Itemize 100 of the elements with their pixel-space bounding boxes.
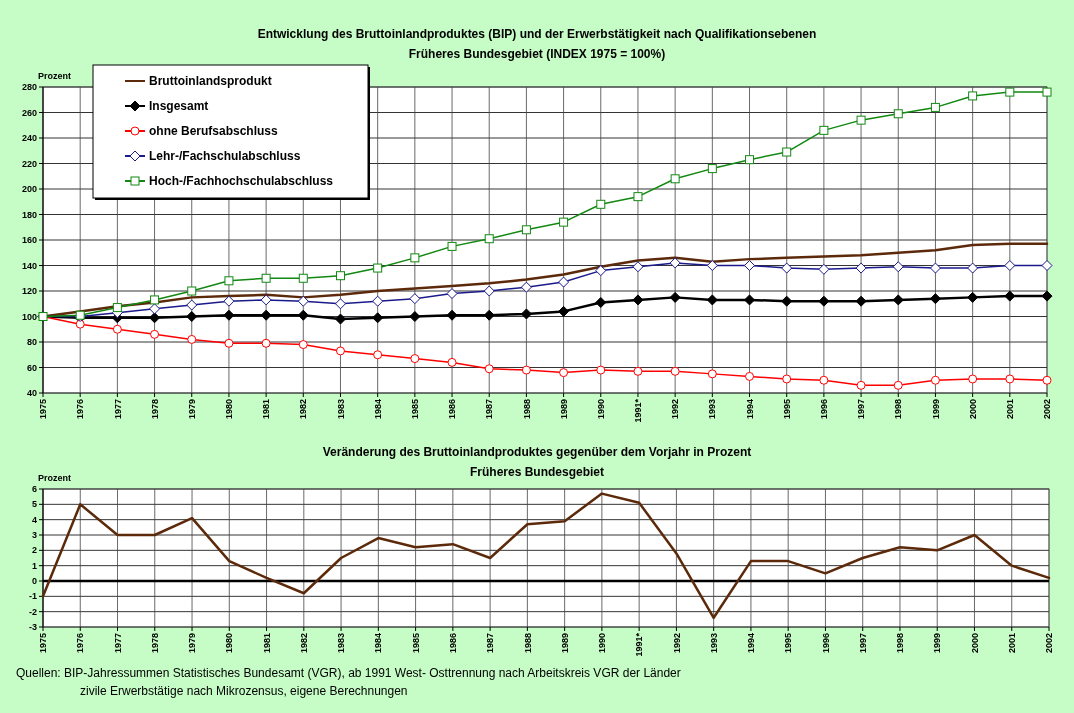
- x-tick-label: 1994: [746, 633, 757, 654]
- point: [744, 260, 756, 271]
- point: [893, 109, 903, 119]
- point: [334, 298, 346, 310]
- y-tick-label: 280: [21, 82, 37, 93]
- point: [856, 380, 866, 390]
- point: [112, 324, 122, 334]
- point: [1005, 87, 1015, 97]
- point: [930, 102, 940, 112]
- x-tick-label: 1977: [112, 633, 123, 654]
- x-tick-label: 1981: [261, 633, 272, 654]
- x-tick-label: 1998: [893, 399, 904, 420]
- x-tick-label: 1978: [149, 399, 160, 420]
- point: [967, 262, 979, 274]
- point: [1004, 260, 1016, 271]
- point: [968, 91, 978, 101]
- point: [893, 380, 903, 390]
- x-tick-label: 1996: [820, 633, 831, 654]
- x-tick-label: 1992: [671, 633, 682, 654]
- x-tick-label: 1979: [186, 399, 197, 420]
- y-tick-label: 140: [21, 260, 37, 271]
- point: [373, 350, 383, 360]
- x-tick-label: 1996: [819, 399, 830, 420]
- point: [818, 263, 830, 275]
- x-tick-label: 1976: [75, 633, 86, 654]
- point: [410, 354, 420, 364]
- point: [410, 253, 420, 263]
- point: [745, 155, 755, 165]
- point: [782, 147, 792, 157]
- point: [298, 273, 308, 283]
- point: [297, 295, 309, 307]
- point: [1005, 374, 1015, 384]
- x-tick-label: 1991*: [634, 632, 645, 657]
- y-tick-label: 60: [26, 362, 37, 373]
- y-tick-label: 120: [21, 286, 37, 297]
- point: [224, 338, 234, 348]
- x-tick-label: 1977: [112, 399, 123, 420]
- point: [150, 295, 160, 305]
- point: [929, 262, 941, 274]
- point: [520, 281, 532, 293]
- legend-label: Insgesamt: [149, 99, 209, 114]
- point: [521, 225, 531, 235]
- x-tick-label: 1992: [670, 399, 681, 420]
- point: [224, 276, 234, 286]
- x-tick-label: 1995: [783, 633, 794, 654]
- point: [707, 369, 717, 379]
- point: [559, 217, 569, 227]
- y-tick-label: 240: [21, 133, 37, 144]
- x-tick-label: 2002: [1042, 399, 1053, 420]
- x-tick-label: 1995: [781, 399, 792, 420]
- point: [968, 374, 978, 384]
- point: [819, 375, 829, 385]
- y-tick-label: -2: [28, 606, 37, 617]
- point: [707, 164, 717, 174]
- x-tick-label: 1988: [521, 399, 532, 420]
- point: [670, 174, 680, 184]
- x-tick-label: 1982: [298, 633, 309, 654]
- point: [446, 309, 458, 321]
- x-tick-label: 1993: [708, 633, 719, 654]
- point: [446, 288, 458, 300]
- x-tick-label: 1999: [930, 399, 941, 420]
- point: [781, 262, 793, 274]
- x-tick-label: 1999: [932, 633, 943, 654]
- point: [855, 295, 867, 307]
- x-tick-label: 1978: [149, 633, 160, 654]
- y-tick-label: 0: [31, 576, 37, 587]
- y-tick-label: 80: [26, 337, 37, 348]
- point: [149, 312, 161, 324]
- y-tick-label: 200: [21, 184, 37, 195]
- x-tick-label: 1986: [448, 633, 458, 654]
- x-tick-label: 1987: [484, 399, 495, 420]
- x-tick-label: 1982: [298, 399, 309, 420]
- point: [855, 262, 867, 274]
- x-tick-label: 1997: [857, 633, 868, 654]
- point: [112, 303, 122, 313]
- y-tick-label: -1: [28, 591, 37, 602]
- point: [149, 303, 161, 315]
- y-tick-label: 4: [31, 514, 37, 525]
- x-tick-label: 1991*: [633, 398, 644, 423]
- x-tick-label: 1994: [744, 399, 755, 420]
- x-tick-label: 1976: [75, 399, 86, 420]
- point: [819, 125, 829, 135]
- point: [856, 115, 866, 125]
- point: [1042, 375, 1052, 385]
- x-tick-label: 1993: [707, 399, 718, 420]
- point: [372, 295, 384, 307]
- x-tick-label: 1985: [410, 633, 421, 654]
- chart-subtitle: Früheres Bundesgebiet (INDEX 1975 = 100%): [408, 47, 666, 61]
- point: [596, 199, 606, 209]
- x-tick-label: 2001: [1004, 399, 1015, 420]
- x-tick-label: 1990: [597, 633, 608, 654]
- point: [559, 368, 569, 378]
- chart-subtitle: Früheres Bundesgebiet: [469, 465, 605, 479]
- y-axis-title: Prozent: [38, 473, 72, 483]
- point: [186, 299, 198, 311]
- line-series: [41, 492, 1051, 620]
- chart-title: Entwicklung des Bruttoinlandproduktes (BIP) und der Erwerbstätigkeit nach Qualifikationsebenen: [257, 27, 817, 41]
- x-tick-label: 1981: [261, 399, 272, 420]
- y-tick-label: -3: [28, 622, 37, 633]
- point: [1041, 260, 1053, 271]
